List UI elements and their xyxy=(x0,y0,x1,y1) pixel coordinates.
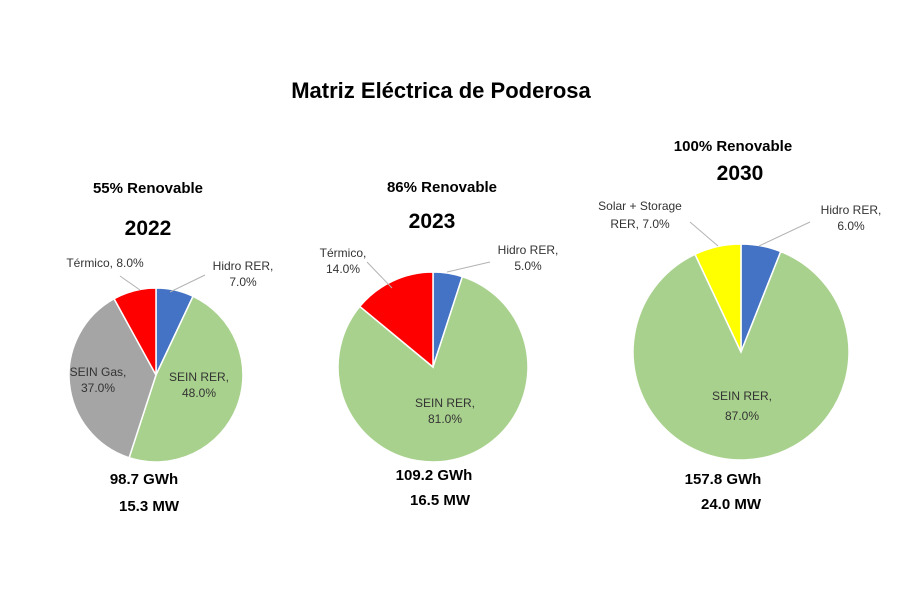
renewable-share-2023: 86% Renovable xyxy=(387,179,497,196)
label-seingas-2022-name: SEIN Gas, xyxy=(70,365,127,379)
label-hidro-2023-name: Hidro RER, xyxy=(498,243,559,257)
pie-2022: 55% Renovable 2022 Hidro RER, 7.0% SEIN … xyxy=(66,180,273,515)
pie-slice-sein-rer-2022 xyxy=(128,295,244,463)
label-seinrer-2023-value: 81.0% xyxy=(428,412,462,426)
power-2022: 15.3 MW xyxy=(119,498,180,515)
label-solar-2030-name: Solar + Storage xyxy=(598,199,682,213)
label-seinrer-2030-name: SEIN RER, xyxy=(712,389,772,403)
label-hidro-2022-value: 7.0% xyxy=(229,275,257,289)
pie-2023: 86% Renovable 2023 Hidro RER, 5.0% Térmi… xyxy=(320,179,559,509)
renewable-share-2022: 55% Renovable xyxy=(93,180,203,197)
slices-2022 xyxy=(68,287,244,463)
chart-title: Matriz Eléctrica de Poderosa xyxy=(291,78,591,103)
label-termico-2022: Térmico, 8.0% xyxy=(66,256,144,270)
label-hidro-2022-name: Hidro RER, xyxy=(213,259,274,273)
leader-line-hidro-2023 xyxy=(446,261,491,273)
label-termico-2023-name: Térmico, xyxy=(320,246,367,260)
energy-2022: 98.7 GWh xyxy=(110,471,178,488)
leader-line-hidro-2022 xyxy=(169,274,206,293)
label-solar-2030-value: RER, 7.0% xyxy=(610,217,670,231)
power-2023: 16.5 MW xyxy=(410,492,471,509)
pie-slice-sein-gas-2022 xyxy=(68,297,157,459)
label-seinrer-2030-value: 87.0% xyxy=(725,409,759,423)
slices-2023 xyxy=(337,271,529,463)
label-seinrer-2022-value: 48.0% xyxy=(182,386,216,400)
slices-2030 xyxy=(632,243,850,461)
year-2030: 2030 xyxy=(717,162,764,185)
label-termico-2023-value: 14.0% xyxy=(326,262,360,276)
leader-line-termico-2022 xyxy=(119,275,141,291)
leader-line-termico-2023 xyxy=(366,261,393,289)
label-seingas-2022-value: 37.0% xyxy=(81,381,115,395)
energy-2030: 157.8 GWh xyxy=(685,471,762,488)
leader-line-hidro-2030 xyxy=(758,221,811,247)
label-hidro-2030-name: Hidro RER, xyxy=(821,203,882,217)
pie-2030: 100% Renovable 2030 Hidro RER, 6.0% Sola… xyxy=(598,138,881,513)
pie-slice-t-rmico-2022 xyxy=(113,287,157,376)
year-2022: 2022 xyxy=(125,217,172,240)
label-hidro-2030-value: 6.0% xyxy=(837,219,865,233)
pie-slice-sein-rer-2023 xyxy=(337,275,529,463)
label-seinrer-2022-name: SEIN RER, xyxy=(169,370,229,384)
pie-slice-sein-rer-2030 xyxy=(632,250,850,461)
label-seinrer-2023-name: SEIN RER, xyxy=(415,396,475,410)
leader-line-solar-2030 xyxy=(689,221,719,247)
renewable-share-2030: 100% Renovable xyxy=(674,138,792,155)
energy-2023: 109.2 GWh xyxy=(396,467,473,484)
pie-slice-t-rmico-2023 xyxy=(358,271,434,369)
power-2030: 24.0 MW xyxy=(701,496,762,513)
pie-slice-solar-storage-rer-2030 xyxy=(694,243,742,353)
label-hidro-2023-value: 5.0% xyxy=(514,259,542,273)
year-2023: 2023 xyxy=(409,210,456,233)
